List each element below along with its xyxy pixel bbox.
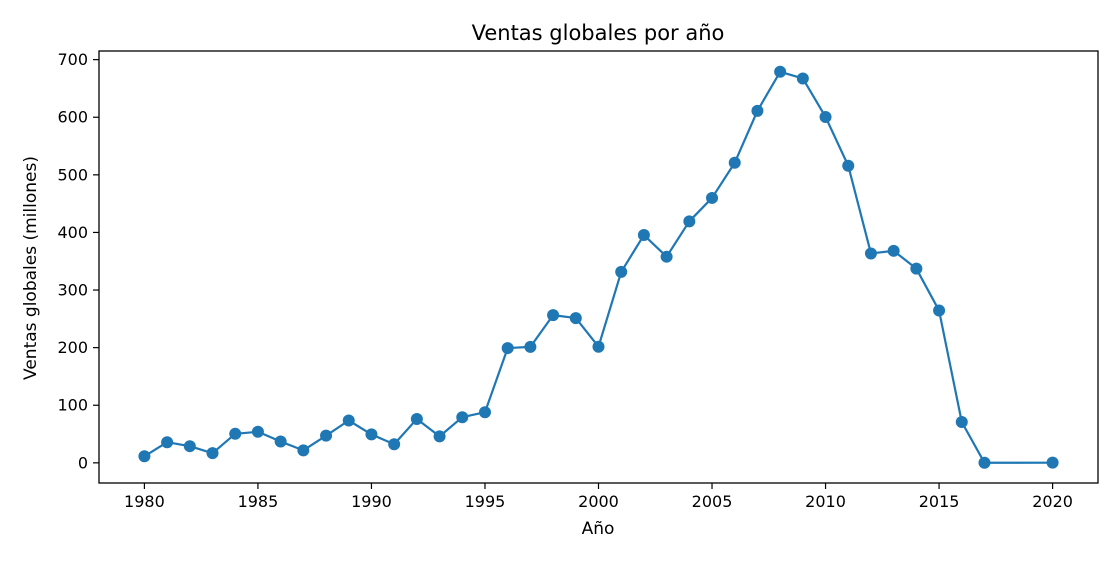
x-axis-label: Año <box>582 519 615 539</box>
x-tick-label: 1985 <box>238 492 279 511</box>
data-point <box>706 191 719 204</box>
y-tick-label: 600 <box>57 108 88 127</box>
x-tick-label: 2005 <box>692 492 733 511</box>
data-point <box>297 444 310 457</box>
y-axis: 0 100 200 300 400 500 600 700 <box>57 50 99 472</box>
data-point <box>660 250 673 263</box>
x-tick-label: 1990 <box>351 492 392 511</box>
y-tick-label: 200 <box>57 338 88 357</box>
data-point <box>728 156 741 169</box>
data-point <box>501 342 514 355</box>
y-tick-label: 400 <box>57 223 88 242</box>
chart-title: Ventas globales por año <box>472 21 725 45</box>
data-point <box>683 215 696 228</box>
data-point <box>206 447 219 460</box>
y-tick-label: 700 <box>57 50 88 69</box>
data-point <box>751 104 764 117</box>
axes-frame <box>98 50 1099 484</box>
y-tick-label: 500 <box>57 165 88 184</box>
data-point <box>1046 456 1059 469</box>
data-point <box>978 456 991 469</box>
data-point <box>274 435 287 448</box>
data-point <box>161 436 174 449</box>
plot-area <box>138 65 1059 469</box>
data-point <box>819 110 832 123</box>
data-point <box>796 72 809 85</box>
data-point <box>229 427 242 440</box>
data-point <box>251 425 264 438</box>
x-axis: 1980 1985 1990 1995 2000 2005 2010 2015 2020 <box>124 483 1073 511</box>
data-point <box>342 414 355 427</box>
y-tick-label: 300 <box>57 281 88 300</box>
x-tick-label: 1980 <box>124 492 165 511</box>
data-point <box>388 438 401 451</box>
data-point <box>774 65 787 78</box>
data-point <box>183 440 196 453</box>
data-point <box>955 416 968 429</box>
data-point <box>524 340 537 353</box>
data-point <box>456 411 469 424</box>
data-point <box>410 412 423 425</box>
data-point <box>910 262 923 275</box>
data-point <box>138 450 151 463</box>
data-point <box>547 309 560 322</box>
data-point <box>842 159 855 172</box>
data-point <box>320 429 333 442</box>
x-tick-label: 2010 <box>805 492 846 511</box>
y-axis-label: Ventas globales (millones) <box>21 156 41 380</box>
data-point <box>637 229 650 242</box>
x-tick-label: 2020 <box>1032 492 1073 511</box>
x-tick-label: 2015 <box>919 492 960 511</box>
y-tick-label: 100 <box>57 396 88 415</box>
y-tick-label: 0 <box>78 453 88 472</box>
data-point <box>478 406 491 419</box>
data-point <box>615 265 628 278</box>
data-point <box>887 244 900 257</box>
data-point <box>433 430 446 443</box>
data-point <box>569 312 582 325</box>
data-point <box>365 428 378 441</box>
data-point <box>864 247 877 260</box>
data-point <box>592 340 605 353</box>
data-point <box>933 304 946 317</box>
x-tick-label: 1995 <box>465 492 506 511</box>
x-tick-label: 2000 <box>578 492 619 511</box>
